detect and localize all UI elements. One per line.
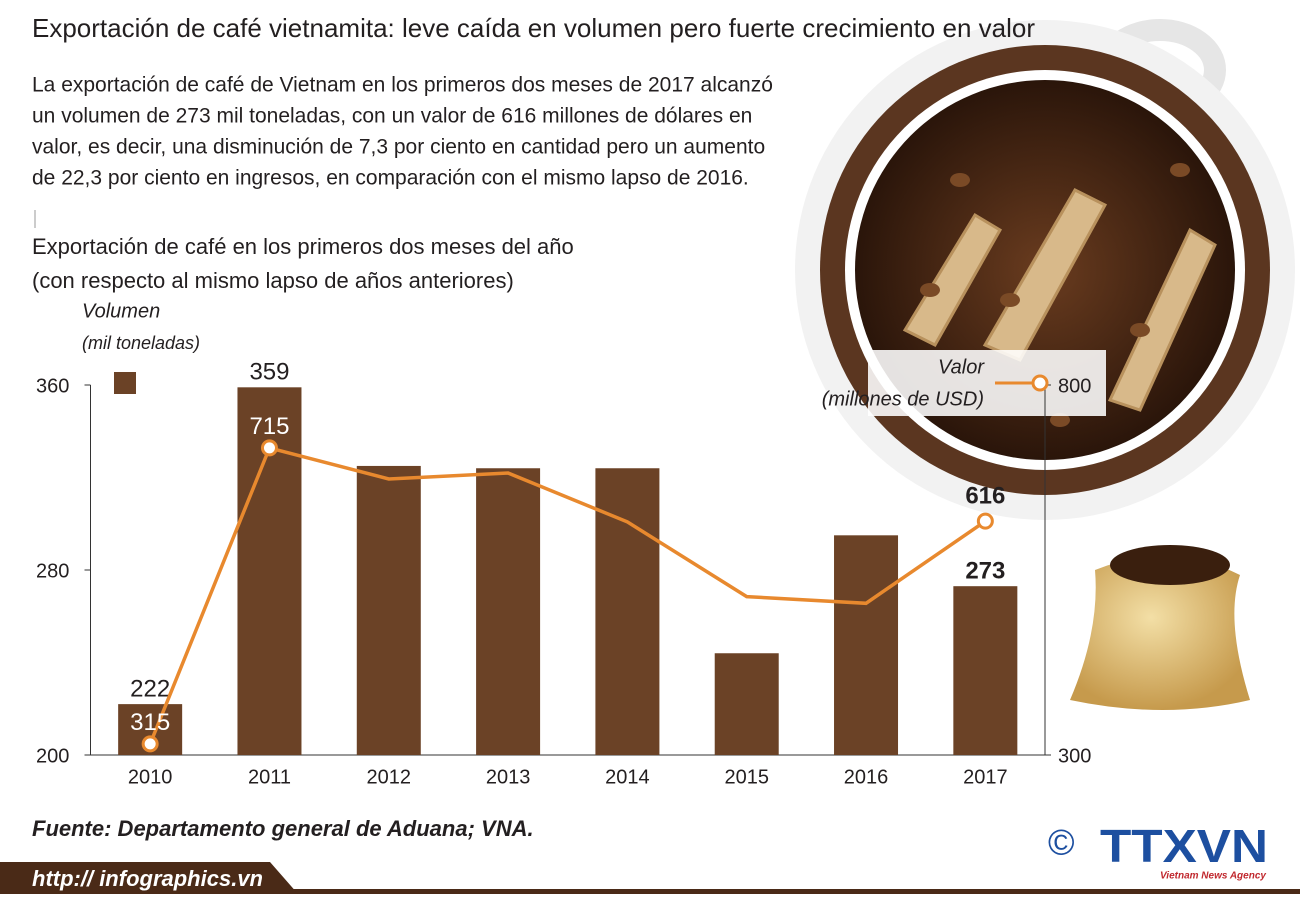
y2-tick-label: 800 — [1058, 375, 1091, 397]
bar — [714, 653, 779, 755]
coffee-illustration — [795, 19, 1295, 520]
line-value-label: 715 — [249, 413, 289, 440]
y-tick-label: 280 — [36, 560, 69, 582]
url: http:// infographics.vn — [32, 866, 263, 891]
x-tick-label: 2011 — [248, 766, 291, 788]
y2-axis-title: Valor — [938, 356, 985, 378]
x-tick-label: 2015 — [724, 766, 769, 788]
x-tick-label: 2010 — [128, 766, 173, 788]
x-tick-label: 2013 — [486, 766, 531, 788]
x-tick-label: 2014 — [605, 766, 650, 788]
title: Exportación de café vietnamita: leve caí… — [32, 13, 1035, 43]
bar-value-label: 273 — [965, 558, 1005, 585]
paragraph-line: un volumen de 273 mil toneladas, con un … — [32, 105, 752, 128]
footer-bar — [0, 862, 1300, 894]
paragraph-line: La exportación de café de Vietnam en los… — [32, 74, 773, 97]
value-line — [148, 445, 987, 745]
y-tick-label: 360 — [36, 375, 69, 397]
y-axis-title: Volumen — [82, 300, 160, 322]
plot: 200 280 360 300 800 2010 2011 2012 2013 2014 2015 2… — [36, 359, 1091, 789]
paragraph-line: valor, es decir, una disminución de 7,3 … — [32, 136, 765, 159]
paragraph-line: de 22,3 por ciento en ingresos, en compa… — [32, 167, 749, 190]
copyright: © — [1048, 822, 1075, 863]
bar — [476, 468, 541, 755]
y-tick-label: 200 — [36, 745, 69, 767]
source: Fuente: Departamento general de Aduana; … — [32, 816, 534, 841]
x-tick-label: 2017 — [963, 766, 1008, 788]
bar — [356, 465, 421, 755]
bar-value-label: 359 — [249, 359, 289, 386]
line-marker — [141, 735, 159, 753]
paragraph: La exportación de café de Vietnam en los… — [32, 74, 773, 190]
legend-line-marker — [1031, 374, 1049, 392]
y-axis-unit: (mil toneladas) — [82, 333, 200, 353]
line-marker — [260, 439, 278, 457]
line-value-label: 315 — [130, 709, 170, 736]
line-value-label: 616 — [965, 483, 1005, 510]
logo: TTXVN — [1100, 820, 1268, 872]
bar — [953, 586, 1018, 755]
y2-tick-label: 300 — [1058, 745, 1091, 767]
bar — [595, 468, 660, 755]
chart-title: Exportación de café en los primeros dos … — [32, 234, 574, 259]
y2-axis-unit: (millones de USD) — [822, 388, 984, 410]
agency: Vietnam News Agency — [1160, 871, 1266, 882]
chart-subtitle: (con respecto al mismo lapso de años ant… — [32, 268, 514, 293]
bar — [834, 535, 899, 755]
line-marker — [976, 512, 994, 530]
bar-value-label: 222 — [130, 675, 170, 702]
x-tick-label: 2012 — [367, 766, 412, 788]
x-tick-label: 2016 — [844, 766, 889, 788]
sack-illustration — [1070, 545, 1250, 710]
legend-bar-swatch — [114, 372, 136, 394]
